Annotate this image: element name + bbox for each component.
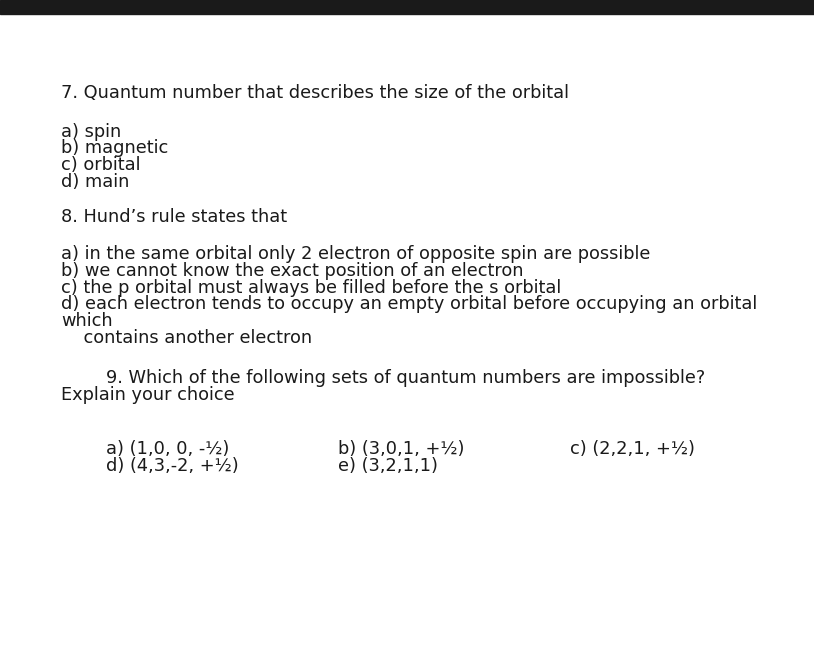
Bar — [0, 0, 814, 14]
Text: which: which — [61, 312, 112, 330]
Text: e) (3,2,1,1): e) (3,2,1,1) — [338, 457, 438, 475]
Text: c) the p orbital must always be filled before the s orbital: c) the p orbital must always be filled b… — [61, 279, 562, 297]
Text: d) main: d) main — [61, 173, 129, 191]
Text: d) each electron tends to occupy an empty orbital before occupying an orbital: d) each electron tends to occupy an empt… — [61, 295, 757, 313]
Text: 9. Which of the following sets of quantum numbers are impossible?: 9. Which of the following sets of quantu… — [61, 369, 705, 387]
Text: c) orbital: c) orbital — [61, 156, 141, 174]
Text: b) magnetic: b) magnetic — [61, 139, 168, 157]
Text: a) spin: a) spin — [61, 123, 121, 141]
Text: a) (1,0, 0, -½): a) (1,0, 0, -½) — [106, 440, 230, 458]
Text: contains another electron: contains another electron — [61, 329, 313, 347]
Text: b) (3,0,1, +½): b) (3,0,1, +½) — [338, 440, 464, 458]
Text: 7. Quantum number that describes the size of the orbital: 7. Quantum number that describes the siz… — [61, 84, 569, 102]
Text: 8. Hund’s rule states that: 8. Hund’s rule states that — [61, 208, 287, 226]
Text: a) in the same orbital only 2 electron of opposite spin are possible: a) in the same orbital only 2 electron o… — [61, 245, 650, 263]
Text: d) (4,3,-2, +½): d) (4,3,-2, +½) — [106, 457, 239, 475]
Text: Explain your choice: Explain your choice — [61, 386, 234, 404]
Text: c) (2,2,1, +½): c) (2,2,1, +½) — [570, 440, 695, 458]
Text: b) we cannot know the exact position of an electron: b) we cannot know the exact position of … — [61, 262, 523, 280]
